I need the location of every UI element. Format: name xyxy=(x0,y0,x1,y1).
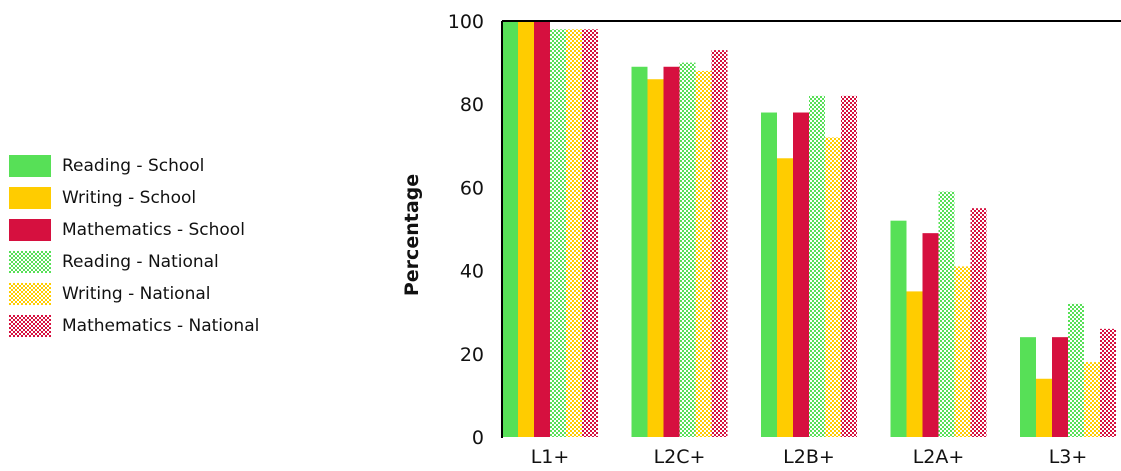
legend-label: Mathematics - National xyxy=(62,316,260,336)
legend-swatch xyxy=(9,219,51,241)
bar-l2a-writing-school xyxy=(906,291,923,437)
x-tick-label: L1+ xyxy=(531,446,570,468)
bar-l2b-reading-school xyxy=(761,112,777,438)
legend-label: Writing - National xyxy=(62,284,211,304)
legend-item: Reading - School xyxy=(9,150,259,182)
y-tick-label: 80 xyxy=(460,94,484,116)
bar-l2b-reading-national xyxy=(809,95,825,437)
bar-l3-mathematics-national xyxy=(1100,328,1116,437)
bar-l1-reading-national xyxy=(550,29,566,437)
legend-item: Mathematics - School xyxy=(9,214,259,246)
bar-l2a-writing-national xyxy=(954,266,971,437)
y-tick-label: 100 xyxy=(448,11,484,33)
legend-swatch xyxy=(9,155,51,177)
legend-swatch xyxy=(9,187,51,209)
bar-l2a-mathematics-school xyxy=(922,233,939,437)
x-tick-label: L2C+ xyxy=(654,446,706,468)
legend-item: Writing - School xyxy=(9,182,259,214)
bar-l1-writing-school xyxy=(518,21,534,437)
y-tick-label: 0 xyxy=(472,427,484,449)
legend-label: Reading - National xyxy=(62,252,219,272)
axes-group: 0 20 40 60 80 100 L1+ L2C+ L2B+ L2A+ L3+ xyxy=(448,11,1121,468)
bar-l3-writing-school xyxy=(1036,378,1052,437)
bar-l2c-mathematics-national xyxy=(711,50,728,438)
x-tick-label: L3+ xyxy=(1049,446,1088,468)
bar-l1-writing-national xyxy=(566,29,582,437)
bars-group xyxy=(502,21,1116,438)
bar-l2b-mathematics-school xyxy=(793,112,809,438)
bar-l3-writing-national xyxy=(1084,362,1100,437)
bar-l2c-reading-school xyxy=(631,66,648,437)
bar-l2c-mathematics-school xyxy=(663,66,680,437)
bar-l2a-reading-school xyxy=(890,220,907,437)
bar-l2c-reading-national xyxy=(679,62,696,437)
bar-l2b-writing-national xyxy=(825,137,841,438)
y-tick-label: 40 xyxy=(460,261,484,283)
bar-l3-reading-national xyxy=(1068,303,1084,437)
legend-item: Writing - National xyxy=(9,278,259,310)
legend-label: Writing - School xyxy=(62,188,197,208)
bar-l1-reading-school xyxy=(502,21,518,437)
x-tick-label: L2B+ xyxy=(783,446,835,468)
bar-l2a-reading-national xyxy=(938,191,955,437)
y-tick-label: 20 xyxy=(460,344,484,366)
bar-l2a-mathematics-national xyxy=(970,208,987,437)
bar-l1-mathematics-school xyxy=(534,21,550,437)
y-tick-label: 60 xyxy=(460,177,484,199)
legend-item: Mathematics - National xyxy=(9,310,259,342)
legend-swatch xyxy=(9,315,51,337)
bar-l2b-writing-school xyxy=(777,158,793,437)
bar-l3-reading-school xyxy=(1020,337,1036,437)
x-tick-label: L2A+ xyxy=(913,446,965,468)
bar-l1-mathematics-national xyxy=(582,29,598,437)
bar-l2c-writing-national xyxy=(695,70,712,438)
y-axis-label: Percentage xyxy=(401,174,423,296)
legend-label: Mathematics - School xyxy=(62,220,245,240)
legend-swatch xyxy=(9,251,51,273)
bar-l2b-mathematics-national xyxy=(841,95,857,437)
legend-label: Reading - School xyxy=(62,156,205,176)
legend-swatch xyxy=(9,283,51,305)
legend-item: Reading - National xyxy=(9,246,259,278)
chart-legend: Reading - School Writing - School Mathemat… xyxy=(9,150,259,342)
bar-l2c-writing-school xyxy=(647,79,664,438)
bar-l3-mathematics-school xyxy=(1052,337,1068,437)
